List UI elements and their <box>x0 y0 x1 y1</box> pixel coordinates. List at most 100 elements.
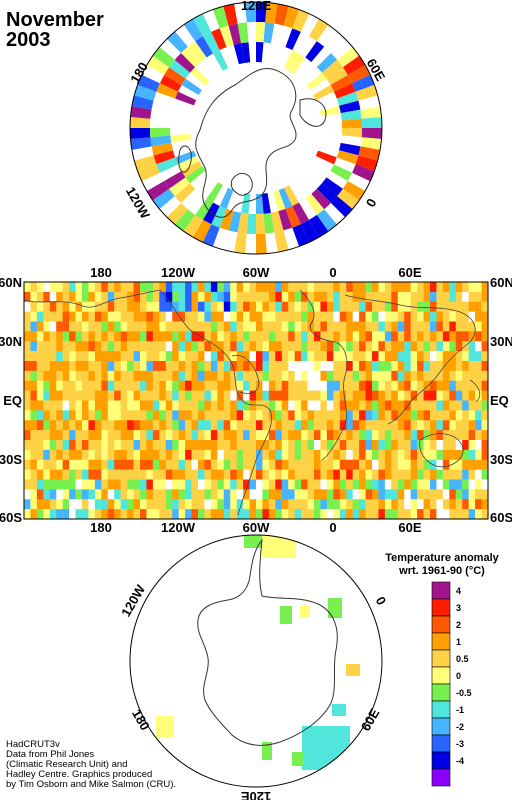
anomaly-cell <box>314 282 321 293</box>
anomaly-cell <box>449 361 457 372</box>
anomaly-cell <box>359 291 366 303</box>
anomaly-cell <box>278 208 293 231</box>
anomaly-cell <box>56 351 63 362</box>
anomaly-cell <box>152 430 160 441</box>
anomaly-cell <box>230 390 237 401</box>
anomaly-cell <box>378 351 386 362</box>
anomaly-cell <box>198 509 205 519</box>
anomaly-cell <box>210 370 218 382</box>
anomaly-cell <box>326 499 334 510</box>
anomaly-cell <box>352 489 360 500</box>
anomaly-cell <box>69 311 76 322</box>
anomaly-cell <box>114 420 121 431</box>
world-map-bottom-labels: 180 120W 60W 0 60E <box>90 520 422 535</box>
anomaly-cell <box>49 459 57 470</box>
legend-title-line2: wrt. 1961-90 (°C) <box>399 565 485 577</box>
anomaly-cell <box>365 311 373 322</box>
anomaly-cell <box>178 430 186 441</box>
anomaly-cell <box>88 469 96 480</box>
anomaly-cell <box>36 291 44 303</box>
anomaly-cell <box>391 331 399 342</box>
anomaly-cell <box>94 440 102 451</box>
anomaly-cell <box>378 469 386 480</box>
anomaly-cell <box>172 410 179 421</box>
anomaly-cell <box>243 380 250 391</box>
anomaly-cell <box>101 440 109 451</box>
anomaly-cell <box>455 361 463 372</box>
anomaly-cell <box>191 291 199 303</box>
anomaly-cell <box>391 400 399 411</box>
anomaly-cell <box>430 370 437 382</box>
anomaly-cell <box>346 499 353 510</box>
anomaly-cell <box>288 459 295 470</box>
anomaly-cell <box>24 331 31 342</box>
lat-label-right: 30N <box>490 334 512 349</box>
anomaly-cell <box>152 361 160 372</box>
anomaly-cell <box>191 489 199 500</box>
anomaly-cell <box>475 390 482 401</box>
anomaly-cell <box>342 55 366 75</box>
anomaly-cell <box>206 182 223 203</box>
anomaly-cell <box>320 440 328 451</box>
anomaly-cell <box>442 469 450 480</box>
anomaly-cell <box>146 370 154 382</box>
anomaly-cell <box>314 361 321 372</box>
anomaly-cell <box>449 440 457 451</box>
anomaly-cell <box>365 420 373 431</box>
anomaly-cell <box>43 479 51 490</box>
anomaly-cell <box>243 489 250 500</box>
anomaly-cell <box>288 410 295 421</box>
anomaly-cell <box>262 291 270 303</box>
anomaly-cell <box>223 410 231 421</box>
anomaly-cell <box>172 440 179 451</box>
anomaly-cell <box>191 410 199 421</box>
anomaly-cell <box>191 479 199 490</box>
anomaly-cell <box>326 400 334 411</box>
anomaly-cell <box>316 209 337 232</box>
anomaly-cell <box>43 291 51 303</box>
anomaly-cell <box>127 341 134 352</box>
anomaly-cell <box>249 321 257 332</box>
anomaly-cell <box>339 291 347 303</box>
anomaly-cell <box>185 380 192 391</box>
anomaly-cell <box>75 370 83 382</box>
anomaly-cell <box>365 469 373 480</box>
anomaly-cell <box>243 331 250 342</box>
anomaly-cell <box>268 459 276 470</box>
anomaly-cell <box>130 137 152 150</box>
anomaly-cell <box>120 351 128 362</box>
anomaly-cell <box>462 321 469 332</box>
anomaly-cell <box>94 390 102 401</box>
anomaly-cell <box>384 469 392 480</box>
anomaly-cell <box>204 321 212 332</box>
anomaly-cell <box>243 440 250 451</box>
anomaly-cell <box>140 430 147 441</box>
anomaly-cell <box>56 479 63 490</box>
anomaly-cell <box>36 370 44 382</box>
anomaly-cell <box>314 499 321 510</box>
anomaly-cell <box>436 509 444 519</box>
anomaly-cell <box>481 282 488 293</box>
anomaly-cell <box>236 469 244 480</box>
lon-label-top: 60E <box>398 265 421 280</box>
anomaly-cell <box>301 351 308 362</box>
anomaly-cell <box>69 321 76 332</box>
anomaly-cell <box>69 410 76 421</box>
anomaly-cell <box>336 150 359 165</box>
legend-swatch <box>431 734 451 753</box>
anomaly-cell <box>262 361 270 372</box>
anomaly-cell <box>449 370 457 382</box>
anomaly-cell <box>384 361 392 372</box>
anomaly-cell <box>285 28 301 51</box>
anomaly-cell <box>114 400 121 411</box>
credits: HadCRUT3v Data from Phil Jones (Climatic… <box>6 740 176 790</box>
anomaly-cell <box>49 311 57 322</box>
anomaly-cell <box>198 361 205 372</box>
anomaly-cell <box>94 410 102 421</box>
anomaly-cell <box>164 171 186 189</box>
anomaly-cell <box>114 390 121 401</box>
anomaly-cell <box>455 291 463 303</box>
anomaly-cell <box>475 331 482 342</box>
anomaly-cell <box>159 449 167 461</box>
anomaly-cell <box>43 489 51 500</box>
